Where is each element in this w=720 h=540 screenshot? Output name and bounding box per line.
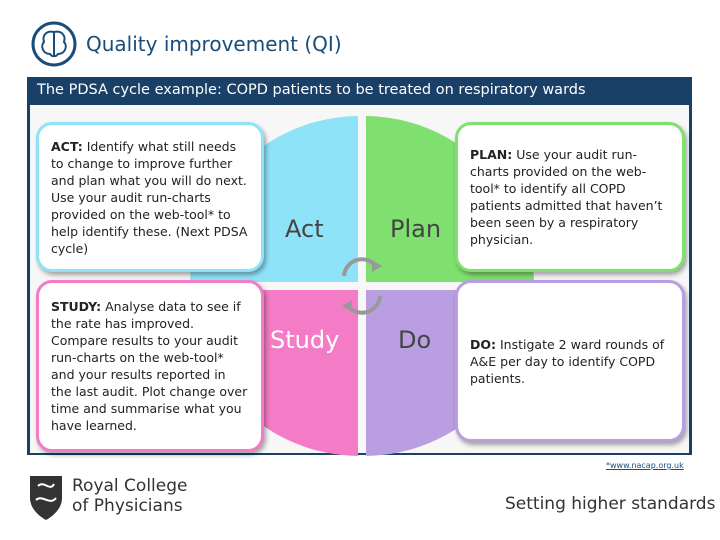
box-text: Instigate 2 ward rounds of A&E per day t…: [470, 336, 665, 386]
banner: The PDSA cycle example: COPD patients to…: [37, 82, 586, 98]
box-text: Identify what still needs to change to i…: [51, 138, 248, 256]
footnote-link[interactable]: *www.nacap.org.uk: [606, 461, 684, 470]
study-box: STUDY: Analyse data to see if the rate h…: [36, 280, 264, 452]
plan-box: PLAN: Use your audit run-charts provided…: [455, 122, 685, 272]
tagline: Setting higher standards: [505, 494, 716, 514]
rcp-logo-text: Royal College of Physicians: [72, 476, 187, 516]
plan-label: Plan: [390, 215, 442, 243]
box-label: DO:: [470, 336, 497, 352]
box-text: Analyse data to see if the rate has impr…: [51, 299, 248, 433]
box-label: STUDY:: [51, 299, 102, 314]
brain-icon: [31, 21, 77, 67]
box-label: PLAN:: [470, 147, 513, 162]
box-text: Use your audit run-charts provided on th…: [470, 147, 663, 247]
logo-line: Royal College: [72, 476, 188, 496]
title: Quality improvement (QI): [86, 32, 342, 56]
act-label: Act: [285, 215, 324, 243]
study-label: Study: [270, 326, 340, 354]
do-label: Do: [398, 326, 432, 354]
do-box: DO: Instigate 2 ward rounds of A&E per d…: [455, 280, 685, 442]
rcp-crest: [30, 476, 62, 520]
logo-line: of Physicians: [72, 496, 183, 516]
act-box: ACT: Identify what still needs to change…: [36, 122, 264, 272]
box-label: ACT:: [51, 138, 83, 154]
